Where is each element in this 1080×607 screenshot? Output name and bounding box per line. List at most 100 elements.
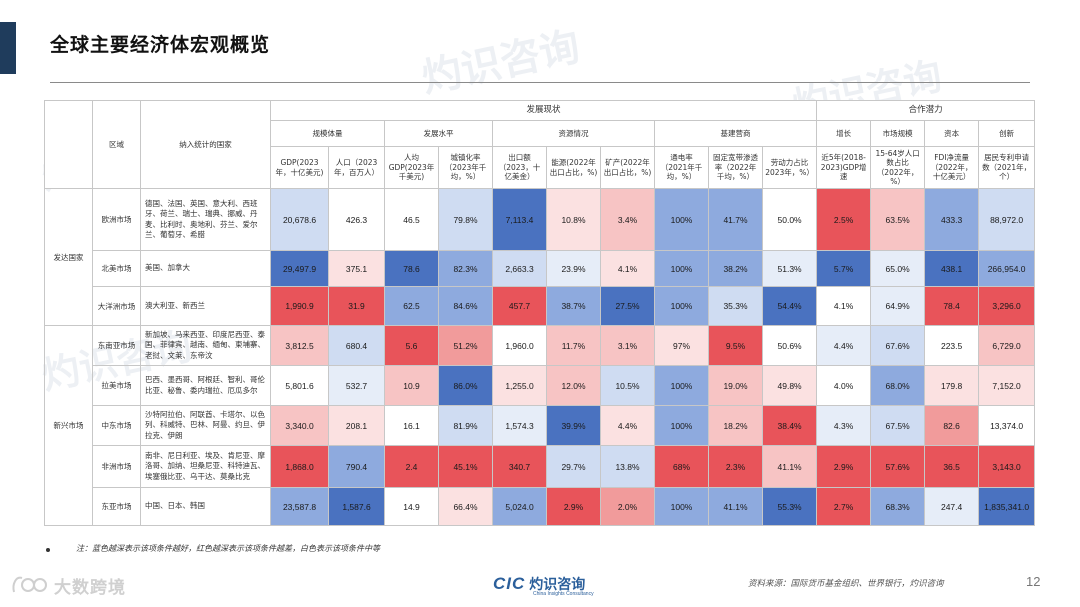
metric-cell: 86.0% [438, 365, 493, 406]
header-metric: 劳动力占比2023年，%） [761, 146, 818, 189]
cic-logo-english: China Insights Consultancy [533, 591, 594, 597]
metric-cell: 10.8% [546, 188, 601, 251]
country-list: 中国、日本、韩国 [140, 487, 271, 526]
table-row: 拉美市场 巴西、墨西哥、阿根廷、智利、哥伦比亚、秘鲁、委内瑞拉、厄瓜多尔 5,801… [45, 365, 1036, 406]
metric-cell: 54.4% [761, 286, 818, 326]
header-subgroup: 发展水平 [384, 120, 493, 147]
metric-cell: 38.7% [546, 286, 601, 326]
metric-cell: 100% [654, 365, 709, 406]
header-subgroup: 增长 [816, 120, 872, 147]
country-list: 德国、法国、英国、意大利、西班牙、荷兰、瑞士、瑞典、挪威、丹麦、比利时、奥地利、… [140, 188, 271, 251]
metric-cell: 49.8% [761, 365, 818, 406]
header-subgroup: 资源情况 [492, 120, 655, 147]
metric-cell: 100% [654, 487, 709, 526]
metric-cell: 78.6 [384, 250, 439, 287]
metric-cell: 46.5 [384, 188, 439, 251]
market-name: 北美市场 [92, 250, 141, 287]
header-metric: 人口（2023年，百万人） [328, 146, 385, 189]
metric-cell: 20,678.6 [270, 188, 329, 251]
metric-cell: 23,587.8 [270, 487, 329, 526]
metric-cell: 3.1% [600, 325, 655, 366]
header-group-status: 发展现状 [269, 100, 818, 121]
metric-cell: 247.4 [924, 487, 980, 526]
metric-cell: 457.7 [492, 286, 547, 326]
metric-cell: 1,868.0 [270, 445, 329, 488]
metric-cell: 9.5% [708, 325, 763, 366]
metric-cell: 4.0% [816, 365, 872, 406]
metric-cell: 68% [654, 445, 709, 488]
color-legend-note: 注：蓝色越深表示该项条件越好，红色越深表示该项条件越差，白色表示该项条件中等 [76, 544, 380, 553]
metric-cell: 11.7% [546, 325, 601, 366]
table-row: 大洋洲市场 澳大利亚、新西兰 1,990.9 31.9 62.5 84.6% 457.7 38… [45, 286, 1036, 326]
metric-cell: 6,729.0 [978, 325, 1036, 366]
country-list: 沙特阿拉伯、阿联酋、卡塔尔、以色列、科威特、巴林、阿曼、约旦、伊拉克、伊朗 [140, 405, 271, 446]
metric-cell: 5.7% [816, 250, 872, 287]
metric-cell: 5,024.0 [492, 487, 547, 526]
economy-overview-table: 区域 纳入统计的国家 发展现状 合作潜力 规模体量 发展水平 资源情况 基建营商… [44, 100, 1036, 526]
market-name: 中东市场 [92, 405, 141, 446]
metric-cell: 266,954.0 [978, 250, 1036, 287]
metric-cell: 3.4% [600, 188, 655, 251]
market-name: 拉美市场 [92, 365, 141, 406]
metric-cell: 2.4 [384, 445, 439, 488]
metric-cell: 1,574.3 [492, 405, 547, 446]
metric-cell: 39.9% [546, 405, 601, 446]
country-list: 澳大利亚、新西兰 [140, 286, 271, 326]
metric-cell: 100% [654, 250, 709, 287]
metric-cell: 57.6% [870, 445, 926, 488]
metric-cell: 31.9 [328, 286, 385, 326]
group-label: 发达国家 [44, 188, 93, 326]
metric-cell: 55.3% [761, 487, 818, 526]
title-accent-bar [0, 22, 16, 74]
metric-cell: 18.2% [708, 405, 763, 446]
page-title: 全球主要经济体宏观概览 [50, 34, 271, 56]
header-metric: 固定宽带渗透率（2022年千均，%） [708, 146, 763, 189]
header-metric: GDP(2023年，十亿美元) [270, 146, 329, 189]
country-list: 新加坡、马来西亚、印度尼西亚、泰国、菲律宾、越南、缅甸、柬埔寨、老挝、文莱、东帝… [140, 325, 271, 366]
metric-cell: 41.7% [708, 188, 763, 251]
metric-cell: 1,255.0 [492, 365, 547, 406]
metric-cell: 2.0% [600, 487, 655, 526]
market-name: 大洋洲市场 [92, 286, 141, 326]
metric-cell: 38.2% [708, 250, 763, 287]
header-subgroup: 市场规模 [870, 120, 926, 147]
header-metric: 出口额（2023，十亿美金） [492, 146, 547, 189]
metric-cell: 2.9% [546, 487, 601, 526]
metric-cell: 100% [654, 286, 709, 326]
metric-cell: 12.0% [546, 365, 601, 406]
metric-cell: 10.9 [384, 365, 439, 406]
metric-cell: 63.5% [870, 188, 926, 251]
metric-cell: 1,587.6 [328, 487, 385, 526]
metric-cell: 14.9 [384, 487, 439, 526]
metric-cell: 3,340.0 [270, 405, 329, 446]
header-metric: 通电率（2021年千均，%） [654, 146, 709, 189]
metric-cell: 29.7% [546, 445, 601, 488]
metric-cell: 340.7 [492, 445, 547, 488]
metric-cell: 680.4 [328, 325, 385, 366]
metric-cell: 426.3 [328, 188, 385, 251]
metric-cell: 82.6 [924, 405, 980, 446]
metric-cell: 19.0% [708, 365, 763, 406]
metric-cell: 13.8% [600, 445, 655, 488]
metric-cell: 29,497.9 [270, 250, 329, 287]
metric-cell: 82.3% [438, 250, 493, 287]
source-note: 资料来源：国际货币基金组织、世界银行，灼识咨询 [748, 579, 944, 589]
header-metric: 居民专利申请数（2021年，个） [978, 146, 1036, 189]
market-name: 东南亚市场 [92, 325, 141, 366]
metric-cell: 84.6% [438, 286, 493, 326]
metric-cell: 4.4% [600, 405, 655, 446]
metric-cell: 2.9% [816, 445, 872, 488]
metric-cell: 3,296.0 [978, 286, 1036, 326]
header-subgroup: 基建营商 [653, 120, 818, 147]
header-subgroup: 创新 [978, 120, 1036, 147]
metric-cell: 51.3% [761, 250, 818, 287]
metric-cell: 2.3% [708, 445, 763, 488]
metric-cell: 4.4% [816, 325, 872, 366]
metric-cell: 41.1% [708, 487, 763, 526]
footer-logo: CIC 灼识咨询 China Insights Consultancy [493, 574, 594, 597]
metric-cell: 2.5% [816, 188, 872, 251]
metric-cell: 13,374.0 [978, 405, 1036, 446]
page-number: 12 [1026, 574, 1041, 589]
table-row: 东亚市场 中国、日本、韩国 23,587.8 1,587.6 14.9 66.4% 5,02… [45, 487, 1036, 526]
